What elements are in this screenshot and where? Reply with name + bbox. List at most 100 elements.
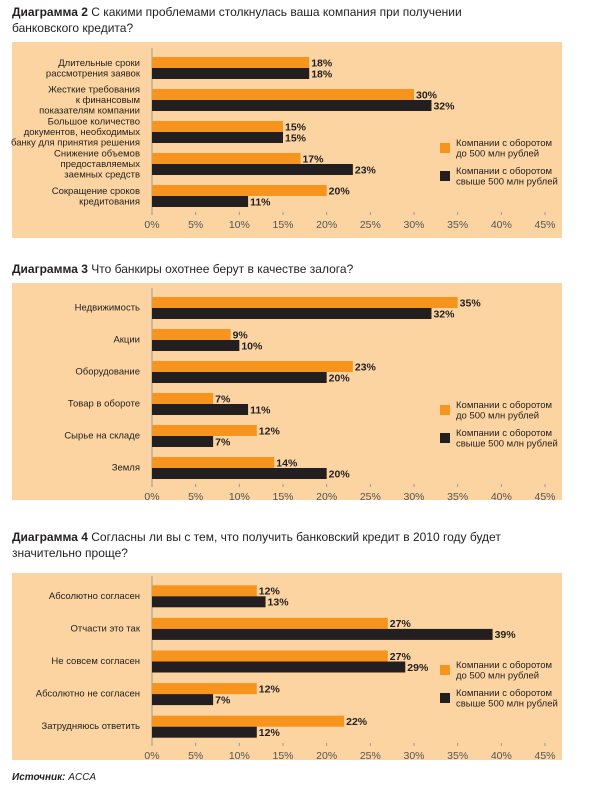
value-label: 18%	[311, 57, 333, 69]
chart-title: Диаграмма 3 Что банкиры охотнее берут в …	[12, 261, 572, 277]
x-tick-label: 35%	[447, 750, 468, 762]
bar	[152, 628, 493, 640]
bar	[152, 683, 257, 695]
x-tick-label: 15%	[272, 750, 293, 762]
bar	[152, 340, 240, 351]
value-label: 20%	[329, 185, 351, 197]
x-tick-label: 25%	[360, 750, 381, 762]
bar	[152, 715, 345, 727]
legend-swatch	[440, 143, 450, 153]
bar	[152, 694, 214, 706]
bar	[152, 68, 310, 79]
category-label: Абсолютно согласен	[49, 591, 140, 602]
legend-label: Компании с оборотом до 500 млн рублей	[456, 137, 552, 159]
bar	[152, 308, 432, 319]
category-label: Большое количество документов, необходимы…	[11, 116, 140, 148]
bar	[152, 372, 327, 383]
x-tick-label: 5%	[188, 491, 203, 503]
category-label: Затрудняюсь ответить	[42, 721, 141, 732]
x-tick-label: 30%	[403, 750, 424, 762]
x-tick-label: 20%	[316, 491, 337, 503]
value-label: 11%	[250, 404, 271, 416]
value-label: 27%	[390, 618, 412, 630]
value-label: 39%	[495, 629, 517, 641]
panel	[12, 283, 562, 500]
x-tick-label: 45%	[534, 750, 555, 762]
bar	[152, 468, 327, 479]
legend-label: Компании с оборотом свыше 500 млн рублей	[456, 165, 558, 187]
source-text: ACCA	[68, 772, 97, 783]
chart-title: Диаграмма 2 С какими проблемами столкнул…	[12, 4, 572, 36]
x-tick-label: 5%	[188, 219, 203, 231]
bar	[152, 57, 310, 68]
value-label: 32%	[433, 100, 455, 112]
bar	[152, 650, 388, 662]
value-label: 15%	[285, 121, 307, 133]
x-tick-label: 25%	[360, 491, 381, 503]
x-tick-label: 10%	[229, 219, 250, 231]
bar	[152, 100, 432, 111]
bar	[152, 425, 257, 436]
x-tick-label: 0%	[144, 750, 159, 762]
legend-label: Компании с оборотом свыше 500 млн рублей	[456, 687, 558, 709]
value-label: 20%	[329, 468, 351, 480]
x-tick-label: 20%	[316, 219, 337, 231]
value-label: 35%	[460, 297, 482, 309]
value-label: 12%	[259, 425, 281, 437]
value-label: 22%	[346, 716, 368, 728]
value-label: 27%	[390, 651, 412, 663]
source: Источник: ACCA	[12, 772, 96, 783]
bar	[152, 153, 301, 164]
value-label: 15%	[285, 132, 307, 144]
value-label: 13%	[268, 597, 290, 609]
chart-number: Диаграмма 4	[12, 530, 88, 544]
value-label: 17%	[302, 153, 324, 165]
bar	[152, 89, 414, 100]
bar	[152, 361, 353, 372]
x-tick-label: 35%	[447, 219, 468, 231]
bar	[152, 164, 353, 175]
category-label: Акции	[113, 335, 140, 346]
bar	[152, 404, 249, 415]
x-tick-label: 0%	[144, 491, 159, 503]
value-label: 11%	[250, 196, 271, 208]
legend-label: Компании с оборотом до 500 млн рублей	[456, 659, 552, 681]
bar	[152, 185, 327, 196]
x-tick-label: 25%	[360, 219, 381, 231]
bar	[152, 196, 249, 207]
value-label: 12%	[259, 727, 281, 739]
bar	[152, 661, 406, 673]
value-label: 20%	[329, 372, 351, 384]
x-tick-label: 35%	[447, 491, 468, 503]
x-tick-label: 15%	[272, 219, 293, 231]
x-tick-label: 45%	[534, 491, 555, 503]
chart-number: Диаграмма 2	[12, 5, 88, 19]
category-label: Жесткие требования к финансовым показателя…	[39, 84, 140, 116]
category-label: Не совсем согласен	[51, 656, 140, 667]
value-label: 10%	[241, 340, 263, 352]
value-label: 23%	[355, 361, 377, 373]
chart-question: С какими проблемами столкнулась ваша ком…	[12, 5, 462, 35]
bar	[152, 329, 231, 340]
legend-swatch	[440, 171, 450, 181]
category-label: Отчасти это так	[70, 623, 140, 634]
x-tick-label: 20%	[316, 750, 337, 762]
category-label: Абсолютно не согласен	[36, 689, 140, 700]
value-label: 32%	[433, 308, 455, 320]
legend-swatch	[440, 405, 450, 415]
bar	[152, 121, 283, 132]
category-label: Оборудование	[75, 367, 140, 378]
value-label: 7%	[215, 436, 231, 448]
bar	[152, 617, 388, 629]
bar	[152, 457, 275, 468]
x-tick-label: 5%	[188, 750, 203, 762]
x-tick-label: 45%	[534, 219, 555, 231]
source-label: Источник:	[12, 772, 66, 783]
bar	[152, 132, 283, 143]
category-label: Земля	[112, 463, 140, 474]
x-tick-label: 40%	[491, 750, 512, 762]
x-tick-label: 10%	[229, 750, 250, 762]
bar	[152, 436, 214, 447]
x-tick-label: 30%	[403, 491, 424, 503]
